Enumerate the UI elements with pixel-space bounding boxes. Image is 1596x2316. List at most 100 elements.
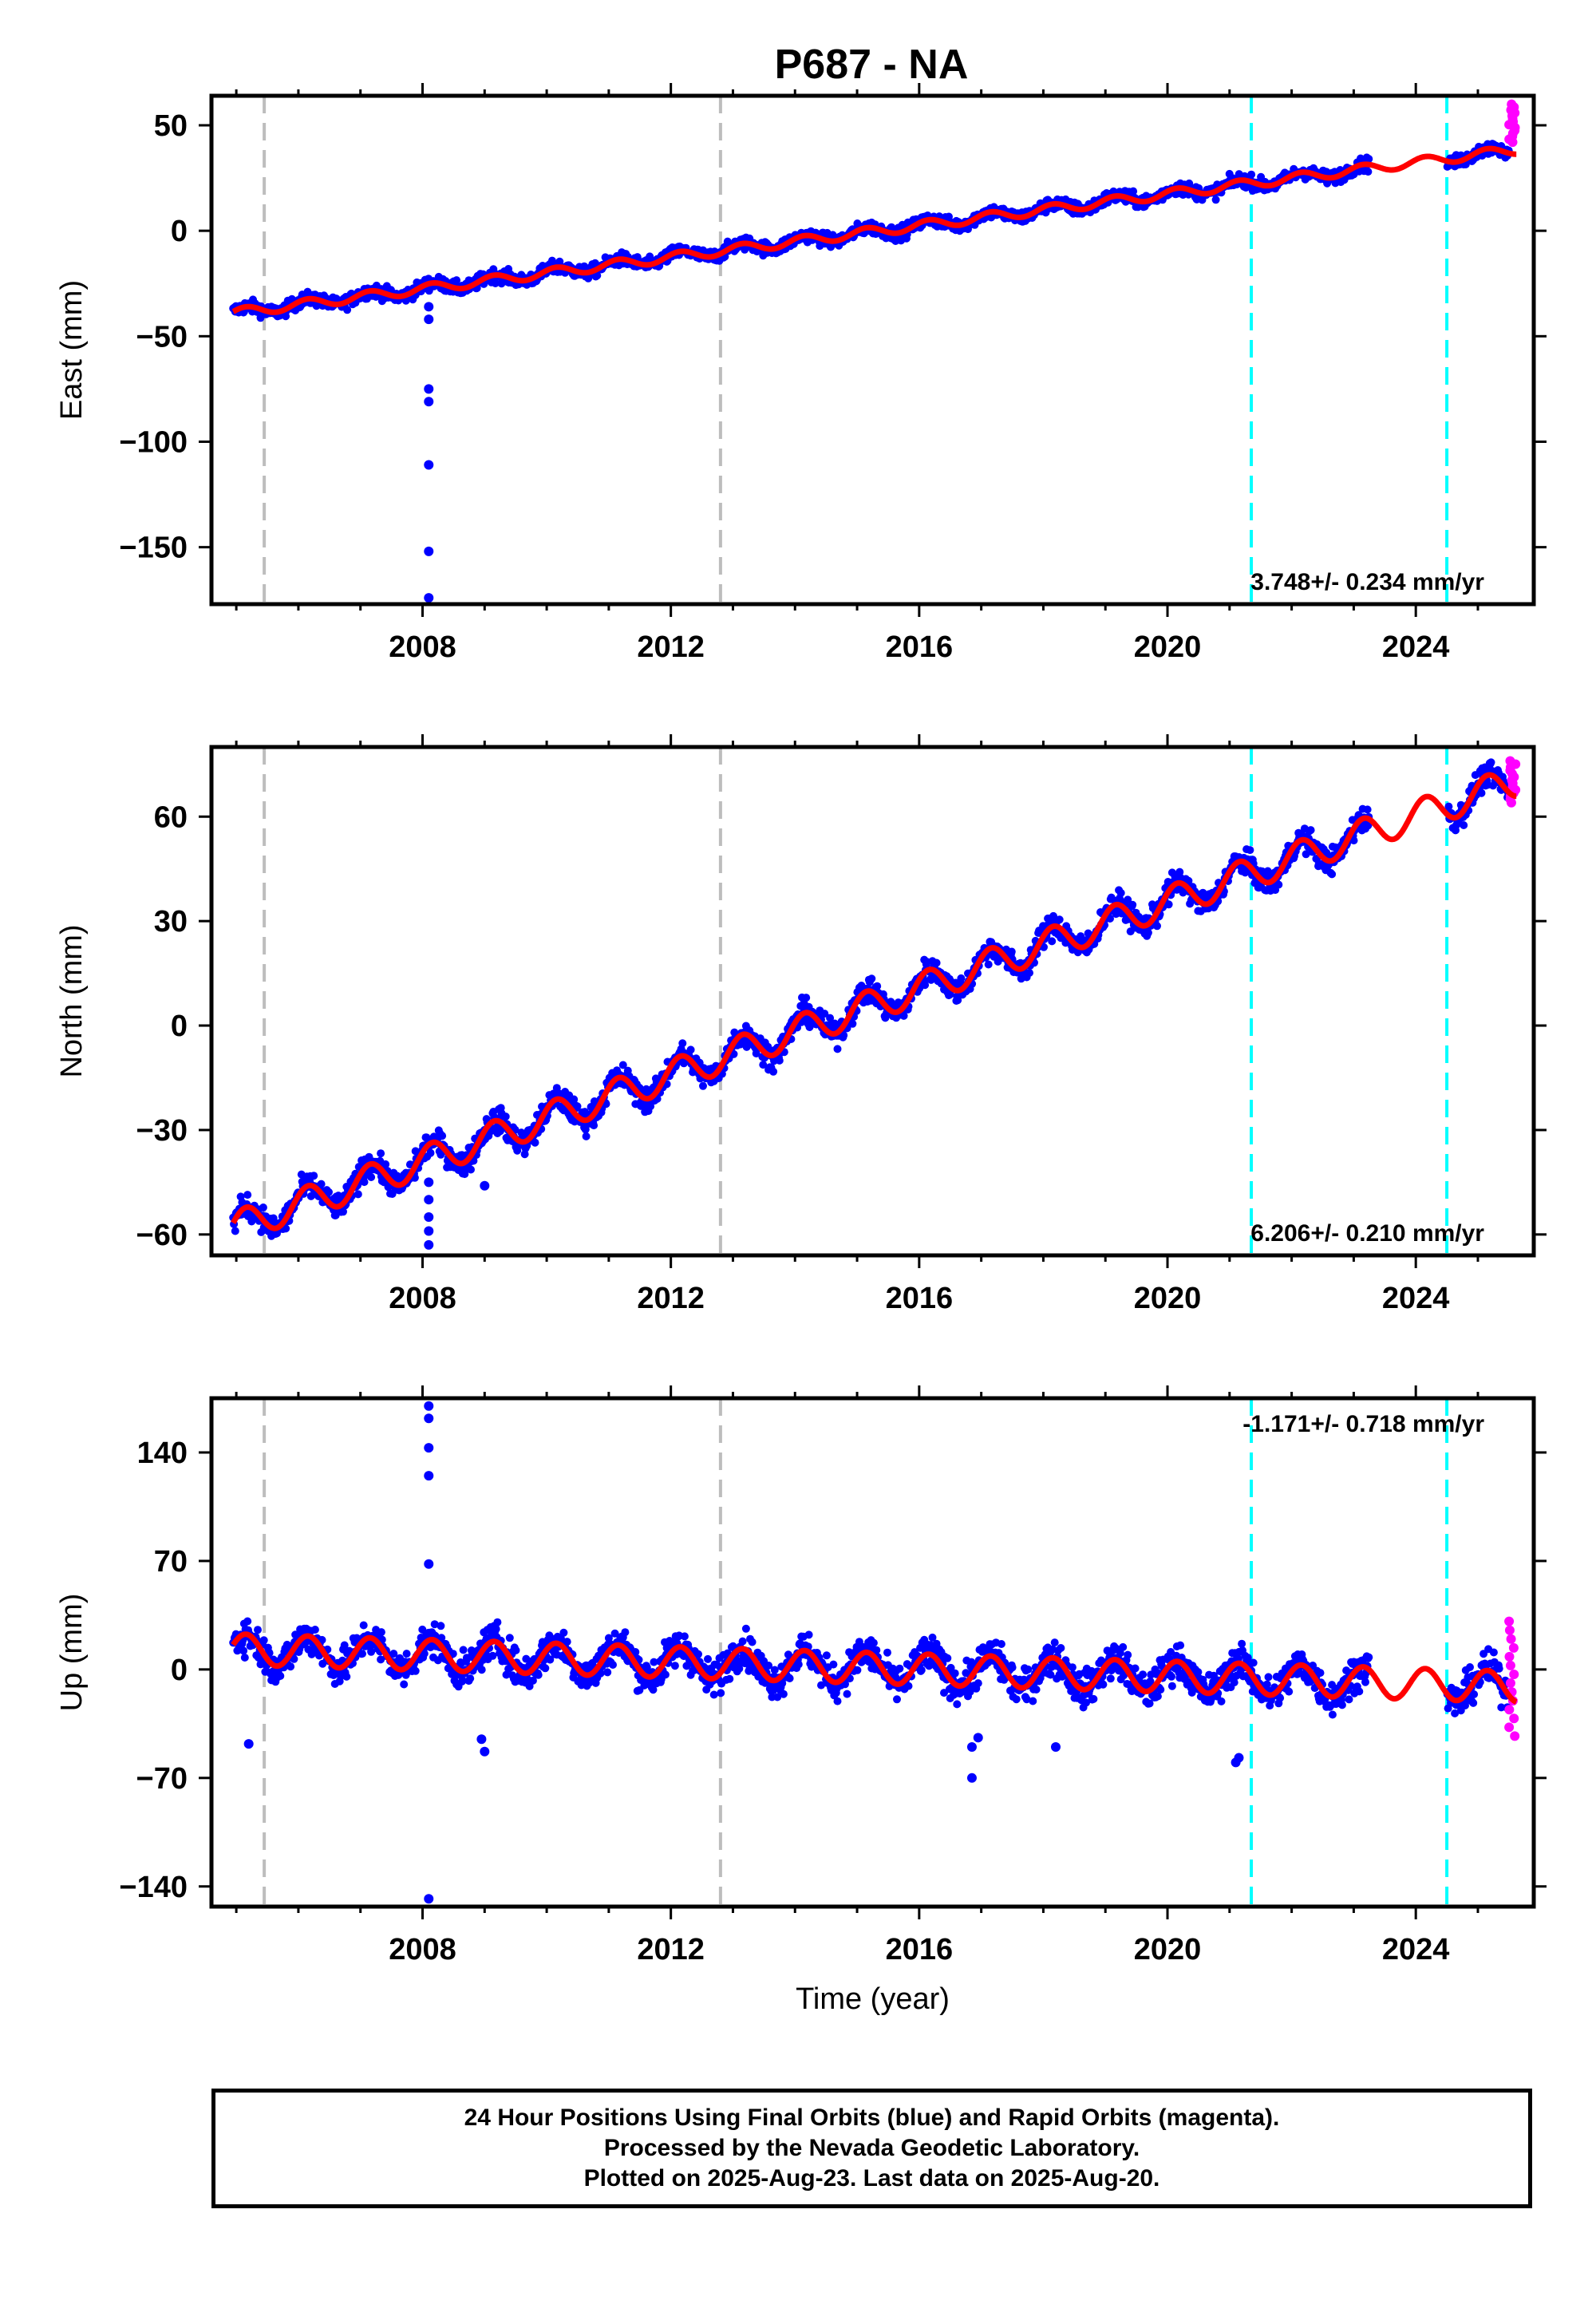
final-orbit-point: [609, 1661, 617, 1669]
x-tick-label: 2024: [1382, 630, 1450, 664]
final-orbit-point: [438, 1132, 447, 1140]
model-fit-line: [231, 145, 1517, 315]
y-axis-label: East (mm): [55, 280, 89, 420]
final-orbit-point: [231, 1227, 239, 1235]
final-orbit-point: [887, 223, 896, 231]
final-orbit-point: [1328, 870, 1337, 879]
x-tick-label: 2016: [886, 630, 954, 664]
final-orbit-point: [467, 1165, 475, 1174]
final-orbit-point: [680, 1632, 689, 1641]
x-tick-label: 2016: [886, 1282, 954, 1315]
x-tick-label: 2012: [637, 1282, 705, 1315]
rapid-orbit-point: [1505, 756, 1515, 766]
x-tick-label: 2008: [389, 1282, 456, 1315]
final-orbit-point: [1306, 826, 1315, 835]
final-orbit-point: [829, 1660, 838, 1669]
final-orbit-point: [367, 1173, 376, 1181]
final-orbit-point: [239, 1646, 248, 1655]
final-orbit-point: [1365, 155, 1373, 164]
final-orbit-point: [1477, 788, 1486, 797]
final-orbit-point: [243, 1191, 252, 1199]
final-orbit-point: [466, 1674, 475, 1683]
outlier-point: [424, 302, 434, 312]
x-tick-label: 2008: [389, 630, 456, 664]
final-orbit-point: [360, 1178, 369, 1187]
final-orbit-point: [1024, 1665, 1033, 1674]
final-orbit-point: [358, 1650, 366, 1658]
final-orbit-point: [426, 1148, 435, 1157]
outlier-point: [424, 1239, 434, 1250]
chart-title: P687 - NA: [775, 41, 969, 88]
outlier-point: [424, 384, 434, 394]
final-orbit-point: [541, 1664, 550, 1673]
final-orbit-point: [738, 1637, 747, 1646]
velocity-label: 3.748+/- 0.234 mm/yr: [1250, 569, 1484, 595]
final-orbit-point: [1068, 1663, 1077, 1672]
final-orbit-point: [493, 1618, 502, 1626]
final-orbit-point: [400, 1680, 409, 1689]
final-orbit-point: [491, 279, 500, 287]
final-orbit-point: [254, 1626, 262, 1634]
final-orbit-point: [678, 1039, 687, 1048]
final-orbit-point: [893, 1695, 901, 1704]
final-orbit-point: [437, 1622, 445, 1630]
final-orbit-point: [945, 212, 953, 221]
final-orbit-point: [794, 1660, 803, 1669]
final-orbit-point: [1128, 900, 1137, 909]
final-orbit-point: [621, 1628, 630, 1637]
final-orbit-point: [917, 1666, 926, 1674]
final-orbit-point: [459, 1646, 468, 1654]
final-orbit-point: [381, 1160, 390, 1168]
final-orbit-point: [247, 1217, 256, 1226]
final-orbit-point: [1144, 928, 1152, 937]
y-tick-label: 0: [171, 1010, 188, 1043]
final-orbit-point: [411, 1666, 420, 1675]
y-tick-label: −60: [136, 1219, 188, 1252]
final-orbit-point: [1211, 196, 1220, 204]
final-orbit-point: [867, 974, 876, 983]
final-orbit-point: [974, 1679, 982, 1688]
outlier-point: [480, 1180, 490, 1191]
final-orbit-point: [943, 1654, 952, 1662]
final-orbit-point: [804, 1630, 813, 1639]
outlier-point: [424, 593, 434, 603]
x-tick-label: 2024: [1382, 1282, 1450, 1315]
final-orbit-point: [984, 960, 993, 969]
final-orbit-point: [1363, 805, 1372, 814]
final-orbit-point: [377, 1149, 385, 1158]
final-orbit-point: [953, 1700, 962, 1709]
final-orbit-point: [354, 1190, 362, 1199]
final-orbit-point: [488, 1651, 497, 1660]
final-orbit-point: [342, 1672, 351, 1681]
final-orbit-point: [833, 1697, 842, 1705]
final-orbit-point: [853, 1666, 862, 1674]
outlier-point: [424, 314, 434, 325]
x-tick-label: 2020: [1134, 630, 1202, 664]
outlier-point: [424, 1212, 434, 1223]
final-orbit-point: [775, 1056, 784, 1065]
final-orbit-point: [1247, 170, 1256, 179]
plot-area: [229, 1398, 1520, 1907]
final-orbit-point: [873, 982, 882, 990]
y-tick-label: 50: [154, 109, 188, 143]
velocity-label: 6.206+/- 0.210 mm/yr: [1250, 1220, 1484, 1247]
rapid-orbit-points: [1505, 756, 1521, 808]
final-orbit-point: [505, 1634, 514, 1642]
final-orbit-point: [512, 1646, 520, 1654]
final-orbit-point: [670, 1662, 679, 1670]
final-orbit-point: [325, 1188, 333, 1196]
final-orbit-point: [276, 1672, 285, 1680]
final-orbit-point: [895, 1664, 904, 1673]
outlier-point: [424, 546, 434, 556]
final-orbit-point: [950, 1669, 959, 1678]
final-orbit-point: [282, 1224, 290, 1233]
final-orbit-point: [1274, 880, 1283, 889]
final-orbit-point: [725, 1674, 734, 1683]
final-orbit-point: [477, 1666, 486, 1674]
final-orbit-point: [1089, 1694, 1098, 1703]
final-orbit-point: [1487, 758, 1495, 767]
outlier-point: [424, 1177, 434, 1188]
final-orbit-point: [802, 994, 811, 1002]
final-orbit-point: [501, 1113, 510, 1121]
